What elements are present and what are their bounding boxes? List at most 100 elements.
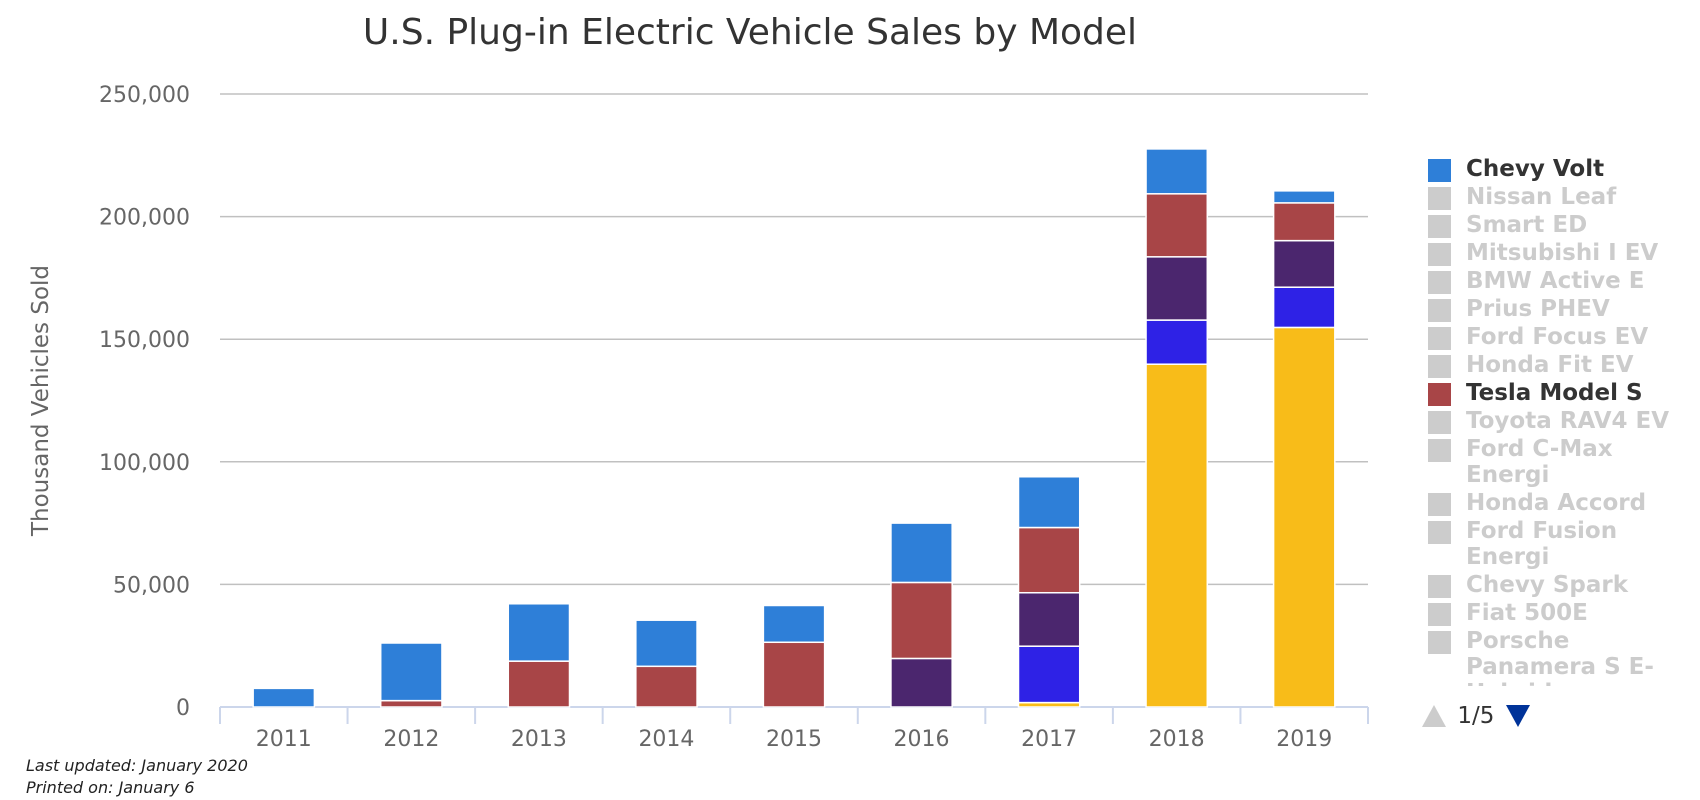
legend-item[interactable]: Ford Focus EV <box>1426 324 1696 350</box>
last-updated-note: Last updated: January 2020 <box>26 756 248 775</box>
y-axis-label: Thousand Vehicles Sold <box>28 265 54 537</box>
bar-segment <box>635 665 698 708</box>
x-tick-label: 2013 <box>511 727 567 752</box>
legend-label: Honda Fit EV <box>1466 352 1634 378</box>
bar-segment <box>1145 193 1209 258</box>
legend-item[interactable]: Prius PHEV <box>1426 296 1696 322</box>
legend-page-up-icon[interactable] <box>1422 704 1446 727</box>
legend-label: Ford C-Max Energi <box>1466 436 1613 488</box>
legend-page-down-icon[interactable] <box>1505 704 1530 727</box>
bar-segment <box>1145 148 1209 195</box>
legend-item[interactable]: Mitsubishi I EV <box>1426 240 1696 266</box>
legend-item[interactable]: BMW Active E <box>1426 268 1696 294</box>
bar-segment <box>635 619 698 668</box>
legend-label: Toyota RAV4 EV <box>1466 408 1670 434</box>
bar-segment <box>252 687 316 708</box>
bar-segment <box>379 642 443 702</box>
legend-swatch <box>1428 159 1451 182</box>
legend-swatch <box>1428 355 1451 378</box>
legend-pagination: 1/5 <box>1422 702 1530 729</box>
legend-item[interactable]: Smart ED <box>1426 212 1696 238</box>
printed-on-note: Printed on: January 6 <box>26 778 195 797</box>
y-tick-label: 250,000 <box>99 83 190 108</box>
bar-segment <box>890 657 953 708</box>
bar-segment <box>1145 319 1209 365</box>
bar-segment <box>1272 190 1336 204</box>
x-tick-label: 2011 <box>256 727 312 752</box>
x-tick-label: 2018 <box>1149 727 1205 752</box>
legend-swatch <box>1428 243 1451 266</box>
legend-swatch <box>1428 215 1451 238</box>
bar-segment <box>1145 363 1209 708</box>
legend-item[interactable]: Toyota RAV4 EV <box>1426 408 1696 434</box>
bar-segment <box>762 641 826 708</box>
bar-segment <box>507 660 571 708</box>
legend-label: Smart ED <box>1466 212 1588 238</box>
bar-segment <box>379 699 443 708</box>
legend-swatch <box>1428 493 1451 516</box>
x-tick-label: 2014 <box>638 727 694 752</box>
legend-label: Ford Focus EV <box>1466 324 1649 350</box>
y-tick-label: 100,000 <box>99 451 190 476</box>
bar-segment <box>507 603 571 662</box>
legend-label: Honda Accord <box>1466 490 1647 516</box>
y-tick-label: 200,000 <box>99 206 190 231</box>
legend-page-indicator: 1/5 <box>1457 702 1495 729</box>
legend-label: Mitsubishi I EV <box>1466 240 1659 266</box>
bar-segment <box>1272 239 1336 288</box>
x-tick-label: 2015 <box>766 727 822 752</box>
bar-segment <box>1272 202 1336 242</box>
bar-segment <box>1017 526 1081 594</box>
legend-label: BMW Active E <box>1466 268 1645 294</box>
legend-label: Nissan Leaf <box>1466 184 1617 210</box>
legend-item[interactable]: Honda Accord <box>1426 490 1696 516</box>
chart-plot-area: 0 50,000 100,000 150,000 200,000 250,000 Thous… <box>28 83 1369 752</box>
legend-item[interactable]: Ford C-Max Energi <box>1426 436 1696 488</box>
legend-label: Tesla Model S <box>1466 380 1643 406</box>
legend-item[interactable]: Porsche Panamera S E-Hybrid <box>1426 628 1696 686</box>
legend-swatch <box>1428 187 1451 210</box>
legend-swatch <box>1428 631 1451 654</box>
bar-segment <box>1017 645 1081 704</box>
legend-label: Prius PHEV <box>1466 296 1610 322</box>
bar-segment <box>1272 286 1336 329</box>
bar-segment <box>1145 256 1209 321</box>
bar-segment <box>890 522 953 584</box>
legend-item[interactable]: Ford Fusion Energi <box>1426 518 1696 570</box>
legend-label: Porsche Panamera S E-Hybrid <box>1466 628 1654 686</box>
y-tick-label: 0 <box>176 696 190 721</box>
legend-swatch <box>1428 603 1451 626</box>
legend-item[interactable]: Fiat 500E <box>1426 600 1696 626</box>
legend-label: Fiat 500E <box>1466 600 1588 626</box>
legend-swatch <box>1428 271 1451 294</box>
legend-swatch <box>1428 383 1451 406</box>
chart-title: U.S. Plug-in Electric Vehicle Sales by M… <box>362 12 1138 53</box>
legend-item[interactable]: Tesla Model S <box>1426 380 1696 406</box>
x-tick-label: 2016 <box>894 727 950 752</box>
legend-item[interactable]: Chevy Volt <box>1426 156 1696 182</box>
legend: Chevy Volt Nissan Leaf Smart ED Mitsubishi … <box>1426 156 1696 686</box>
legend-viewport: Chevy Volt Nissan Leaf Smart ED Mitsubishi … <box>1426 156 1696 686</box>
legend-item[interactable]: Nissan Leaf <box>1426 184 1696 210</box>
legend-swatch <box>1428 299 1451 322</box>
legend-item[interactable]: Chevy Spark <box>1426 572 1696 598</box>
legend-item[interactable]: Honda Fit EV <box>1426 352 1696 378</box>
legend-label: Chevy Spark <box>1466 572 1629 598</box>
x-tick-label: 2019 <box>1276 727 1332 752</box>
bar-segment <box>1272 326 1336 708</box>
bar-segment <box>762 604 826 644</box>
x-tick-label: 2012 <box>383 727 439 752</box>
y-tick-label: 150,000 <box>99 328 190 353</box>
legend-swatch <box>1428 521 1451 544</box>
bar-segment <box>890 581 953 660</box>
legend-swatch <box>1428 439 1451 462</box>
legend-label: Chevy Volt <box>1466 156 1605 182</box>
bar-segment <box>1017 591 1081 647</box>
y-tick-label: 50,000 <box>113 573 190 598</box>
legend-label: Ford Fusion Energi <box>1466 518 1618 570</box>
x-tick-label: 2017 <box>1021 727 1077 752</box>
legend-swatch <box>1428 575 1451 598</box>
legend-swatch <box>1428 327 1451 350</box>
legend-swatch <box>1428 411 1451 434</box>
bar-segment <box>1017 476 1081 529</box>
